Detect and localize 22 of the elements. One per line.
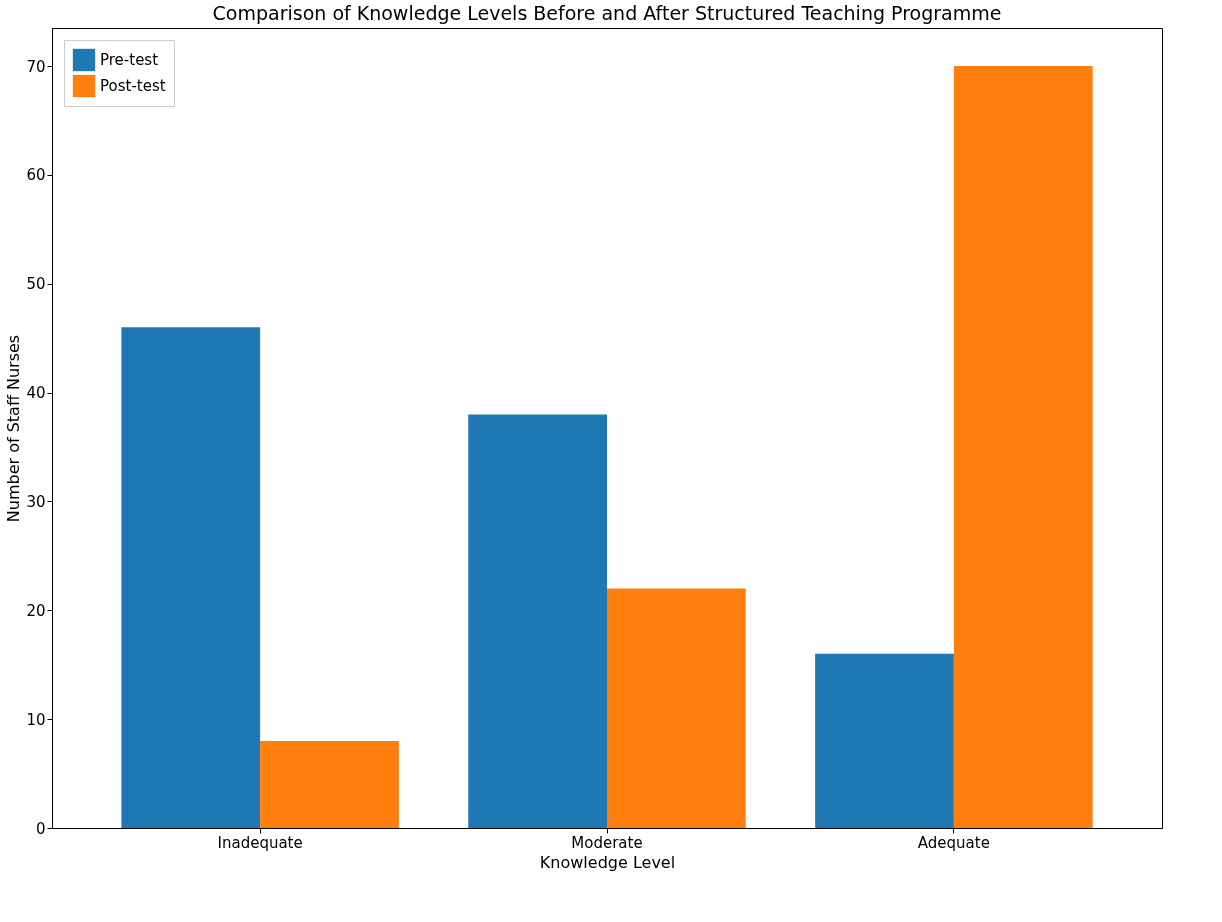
y-tick-label: 30	[26, 492, 46, 511]
bar	[607, 588, 746, 828]
y-tick-label: 20	[26, 601, 46, 620]
x-tick-label: Adequate	[917, 833, 990, 852]
y-tick-label: 0	[35, 819, 46, 838]
bar	[815, 653, 954, 828]
bar	[468, 414, 607, 828]
y-tick-label: 10	[26, 710, 46, 729]
x-tick-label: Inadequate	[217, 833, 303, 852]
y-tick-label: 70	[26, 57, 46, 76]
bar	[121, 327, 261, 828]
y-tick-label: 50	[26, 275, 46, 294]
bar	[260, 740, 399, 828]
x-axis-title: Knowledge Level	[539, 852, 676, 872]
y-axis-title: Number of Staff Nurses	[4, 334, 24, 523]
y-tick-label: 40	[26, 384, 46, 403]
legend-label: Post-test	[100, 77, 166, 95]
x-tick-label: Moderate	[571, 833, 643, 852]
bar	[953, 66, 1093, 828]
y-tick-label: 60	[26, 166, 46, 185]
chart-title: Comparison of Knowledge Levels Before and After Structured Teaching Programme	[212, 2, 1002, 24]
legend-label: Pre-test	[100, 51, 159, 69]
